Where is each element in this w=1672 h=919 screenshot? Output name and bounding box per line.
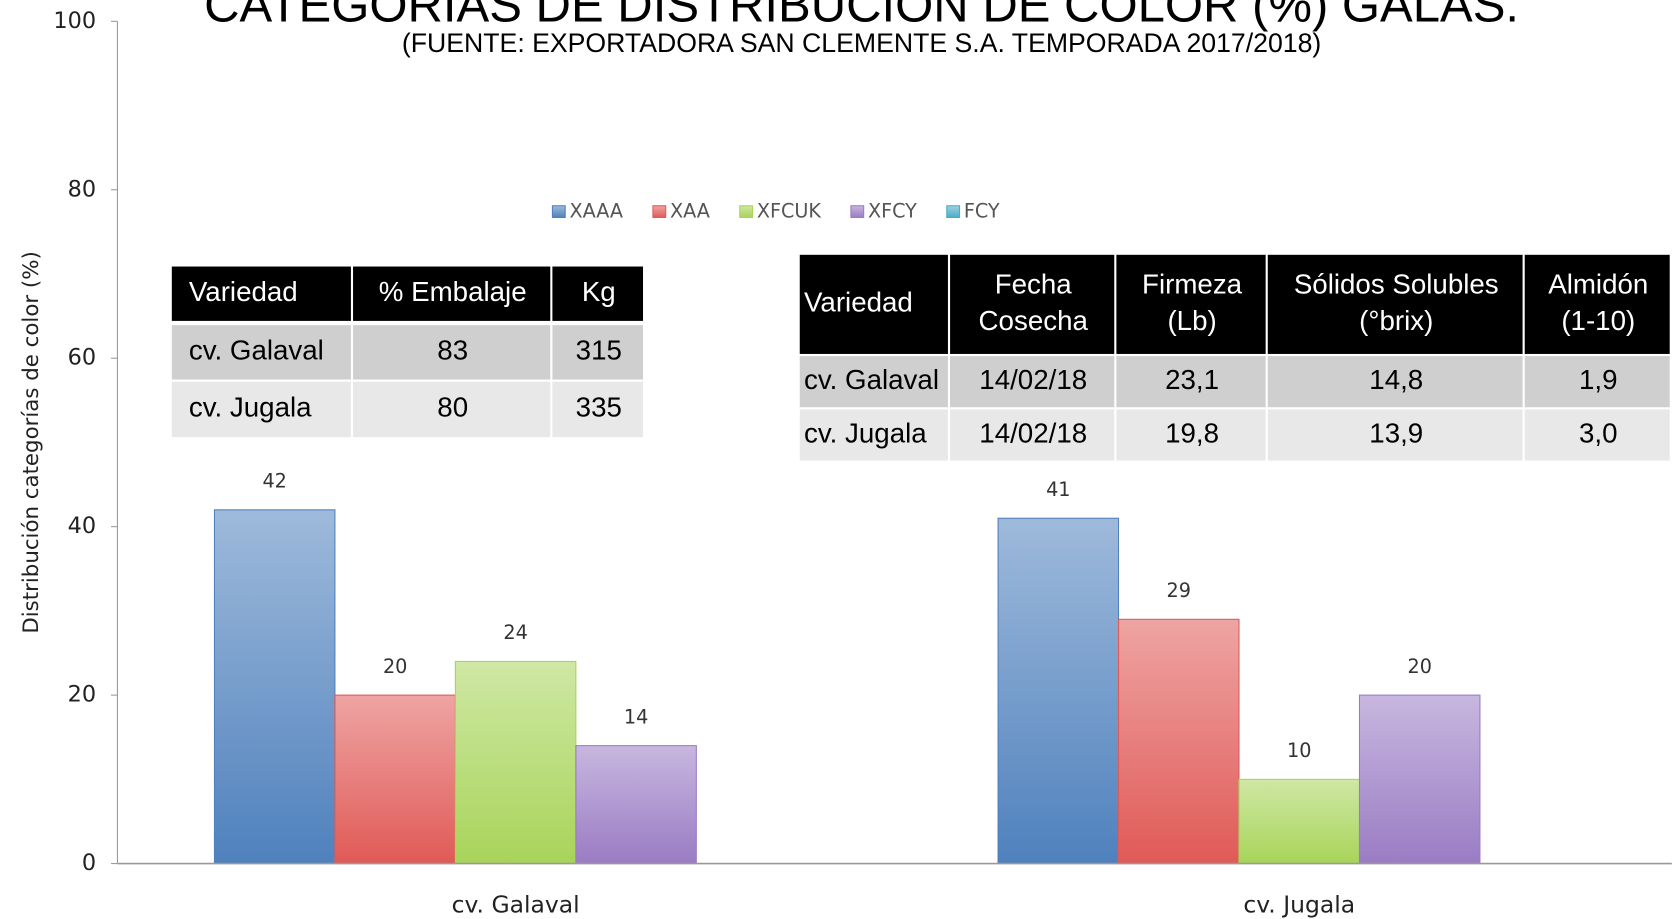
data-label: 41	[1046, 478, 1070, 501]
table-header-text: Variedad	[189, 276, 298, 307]
table-cell	[799, 356, 948, 408]
table-cell	[552, 381, 644, 438]
table-header-text: (Lb)	[1167, 305, 1216, 336]
table-cell-text: 14/02/18	[979, 364, 1087, 395]
legend-swatch	[551, 205, 566, 219]
table-header-cell	[552, 266, 644, 321]
table-cell-text: 1,9	[1579, 364, 1618, 395]
table-cell-text: cv. Jugala	[804, 417, 927, 448]
table-header-cell	[950, 254, 1115, 354]
table-cell	[1116, 356, 1266, 408]
table-header-cell	[1524, 254, 1670, 354]
table-cell-text: 335	[576, 392, 622, 423]
chart-subtitle: (FUENTE: EXPORTADORA SAN CLEMENTE S.A. T…	[402, 28, 1321, 58]
table-header-text: Firmeza	[1142, 269, 1243, 300]
table-cell-text: 13,9	[1369, 417, 1423, 448]
table-header-text: Almidón	[1548, 269, 1648, 300]
table-header-cell	[1267, 254, 1523, 354]
chart-title: CATEGORÍAS DE DISTRIBUCIÓN DE COLOR (%) …	[204, 0, 1519, 32]
table-header-cell	[1116, 254, 1266, 354]
data-label: 20	[383, 655, 407, 678]
bar	[1117, 618, 1240, 865]
y-tick-label: 40	[68, 513, 96, 539]
data-label: 42	[262, 470, 286, 493]
y-tick-label: 100	[53, 8, 96, 34]
data-label: 14	[624, 705, 648, 728]
legend-label: XFCY	[868, 200, 917, 223]
table-cell	[171, 381, 351, 438]
table-cell-text: 14,8	[1369, 364, 1423, 395]
table-cell	[1524, 356, 1670, 408]
table-cell	[1116, 409, 1266, 461]
data-label: 29	[1167, 579, 1191, 602]
legend-label: XAAA	[569, 200, 623, 223]
table-header-text: (°brix)	[1359, 305, 1433, 336]
table-cell	[171, 325, 351, 380]
table-cell-text: cv. Galaval	[189, 335, 324, 366]
table-cell	[1267, 409, 1523, 461]
legend-label: XFCUK	[757, 200, 822, 223]
table-cell	[552, 325, 644, 380]
table-cell	[950, 356, 1115, 408]
table-cell	[353, 381, 551, 438]
data-label: 10	[1287, 739, 1311, 762]
y-tick-label: 60	[68, 345, 96, 371]
table-header-cell	[171, 266, 351, 321]
table-cell-text: 80	[437, 392, 468, 423]
bar	[1358, 694, 1481, 865]
table-header-text: % Embalaje	[379, 276, 527, 307]
x-tick-label: cv. Galaval	[452, 891, 580, 919]
bar	[454, 660, 577, 865]
table-cell-text: 3,0	[1579, 417, 1618, 448]
table-cell-text: 23,1	[1165, 364, 1219, 395]
table-cell-text: 14/02/18	[979, 417, 1087, 448]
y-tick-label: 0	[82, 850, 96, 876]
table-header-text: Fecha	[995, 269, 1073, 300]
table-cell	[1267, 356, 1523, 408]
table-cell	[950, 409, 1115, 461]
y-axis-label: Distribución categorías de color (%)	[19, 251, 44, 633]
data-label: 24	[503, 621, 527, 644]
legend-label: XAA	[670, 200, 710, 223]
table-cell-text: cv. Jugala	[189, 392, 312, 423]
bar	[334, 694, 456, 865]
table-cell-text: cv. Galaval	[804, 364, 939, 395]
table-header-cell	[353, 266, 551, 321]
table-cell	[353, 325, 551, 380]
table-cell	[799, 409, 948, 461]
table-header-cell	[799, 254, 948, 354]
bar	[213, 509, 336, 865]
legend-swatch	[652, 205, 667, 219]
table-header-text: Sólidos Solubles	[1294, 269, 1499, 300]
table-header-text: Variedad	[804, 287, 913, 318]
bar	[1238, 778, 1361, 865]
legend-swatch	[739, 205, 754, 219]
bar	[997, 517, 1120, 865]
table-cell-text: 19,8	[1165, 417, 1219, 448]
table-header-text: Kg	[582, 276, 616, 307]
legend-swatch	[946, 205, 961, 219]
table-header-text: (1-10)	[1561, 305, 1635, 336]
table-cell	[1524, 409, 1670, 461]
x-tick-label: cv. Jugala	[1243, 891, 1355, 919]
y-tick-label: 80	[68, 176, 96, 202]
bar	[575, 745, 697, 865]
table-cell-text: 315	[576, 335, 622, 366]
table-cell-text: 83	[437, 335, 468, 366]
table-header-text: Cosecha	[979, 305, 1089, 336]
data-label: 20	[1407, 655, 1431, 678]
legend-swatch	[850, 205, 865, 219]
legend-label: FCY	[964, 200, 1000, 223]
y-tick-label: 20	[68, 682, 96, 708]
